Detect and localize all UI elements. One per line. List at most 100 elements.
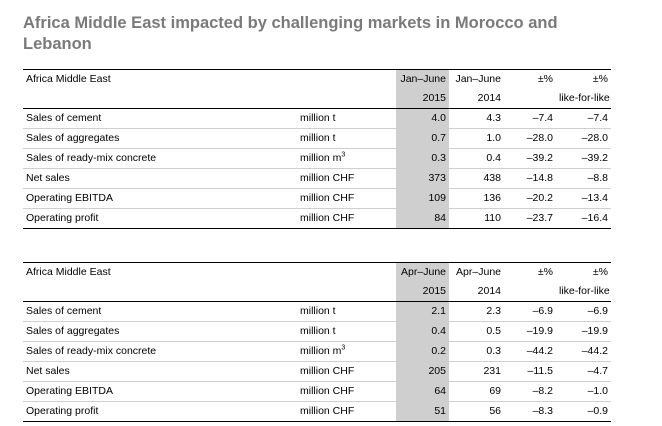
change-pct-value: –14.8	[504, 168, 556, 189]
table-header-row: Africa Middle East Apr–June Apr–June ±% …	[23, 262, 611, 282]
financial-table-quarter: Africa Middle East Apr–June Apr–June ±% …	[23, 262, 611, 422]
table-row: Sales of cement million t 2.1 2.3 –6.9 –6.9	[23, 301, 611, 322]
change-pct-subheader	[504, 282, 556, 302]
current-year-header: 2015	[396, 282, 449, 302]
change-pct-value: –8.3	[504, 401, 556, 422]
change-pct-header: ±%	[504, 69, 556, 89]
current-period-header: Apr–June	[396, 262, 449, 282]
change-pct-value: –7.4	[504, 108, 556, 129]
prior-value: 0.3	[449, 341, 504, 362]
unit-text: million m	[300, 345, 342, 357]
row-label: Operating profit	[23, 208, 297, 229]
lfl-change-value: –7.4	[556, 108, 611, 129]
prior-value: 69	[449, 381, 504, 402]
prior-value: 56	[449, 401, 504, 422]
lfl-subheader: like-for-like	[556, 282, 611, 302]
row-label: Net sales	[23, 361, 297, 382]
row-unit: million CHF	[297, 188, 396, 209]
lfl-change-value: –8.8	[556, 168, 611, 189]
prior-period-header: Apr–June	[449, 262, 504, 282]
prior-value: 438	[449, 168, 504, 189]
prior-value: 0.5	[449, 321, 504, 342]
current-value: 0.4	[396, 321, 449, 342]
table-row: Operating profit million CHF 84 110 –23.7 –16…	[23, 208, 611, 229]
row-unit: million m3	[297, 341, 396, 362]
row-label: Sales of ready-mix concrete	[23, 341, 297, 362]
row-unit: million t	[297, 108, 396, 129]
table-row: Operating EBITDA million CHF 109 136 –20.2 –1…	[23, 188, 611, 209]
row-label: Sales of aggregates	[23, 321, 297, 342]
row-unit: million m3	[297, 148, 396, 169]
table-row: Net sales million CHF 205 231 –11.5 –4.7	[23, 361, 611, 382]
lfl-change-header: ±%	[556, 262, 611, 282]
change-pct-value: –19.9	[504, 321, 556, 342]
unit-text: million m	[300, 152, 342, 164]
row-unit: million CHF	[297, 208, 396, 229]
prior-value: 4.3	[449, 108, 504, 129]
change-pct-value: –44.2	[504, 341, 556, 362]
row-unit: million t	[297, 321, 396, 342]
lfl-change-value: –16.4	[556, 208, 611, 229]
change-pct-header: ±%	[504, 262, 556, 282]
current-value: 109	[396, 188, 449, 209]
unit-superscript: 3	[341, 344, 346, 352]
lfl-subheader: like-for-like	[556, 89, 611, 109]
current-value: 205	[396, 361, 449, 382]
table-row: Operating profit million CHF 51 56 –8.3 –0.9	[23, 401, 611, 422]
table-row: Sales of aggregates million t 0.7 1.0 –28.0–…	[23, 128, 611, 149]
prior-value: 0.4	[449, 148, 504, 169]
current-year-header: 2015	[396, 89, 449, 109]
lfl-change-value: –6.9	[556, 301, 611, 322]
current-period-header: Jan–June	[396, 69, 449, 89]
change-pct-value: –6.9	[504, 301, 556, 322]
change-pct-value: –23.7	[504, 208, 556, 229]
table-header-row: 2015 2014 like-for-like	[23, 89, 611, 109]
row-label: Sales of cement	[23, 301, 297, 322]
unit-header	[297, 262, 396, 282]
lfl-change-header: ±%	[556, 69, 611, 89]
table-row: Sales of cement million t 4.0 4.3 –7.4 –7.4	[23, 108, 611, 129]
lfl-change-value: –44.2	[556, 341, 611, 362]
prior-value: 1.0	[449, 128, 504, 149]
row-label: Sales of ready-mix concrete	[23, 148, 297, 169]
empty-cell	[23, 282, 297, 302]
prior-value: 110	[449, 208, 504, 229]
lfl-change-value: –39.2	[556, 148, 611, 169]
change-pct-value: –11.5	[504, 361, 556, 382]
current-value: 2.1	[396, 301, 449, 322]
unit-header	[297, 69, 396, 89]
change-pct-value: –8.2	[504, 381, 556, 402]
row-unit: million CHF	[297, 381, 396, 402]
current-value: 4.0	[396, 108, 449, 129]
row-unit: million t	[297, 301, 396, 322]
row-label: Operating EBITDA	[23, 188, 297, 209]
table-row: Net sales million CHF 373 438 –14.8 –8.8	[23, 168, 611, 189]
row-label: Sales of aggregates	[23, 128, 297, 149]
table-row: Operating EBITDA million CHF 64 69 –8.2 –1.0	[23, 381, 611, 402]
current-value: 0.7	[396, 128, 449, 149]
lfl-change-value: –28.0	[556, 128, 611, 149]
row-unit: million t	[297, 128, 396, 149]
lfl-change-value: –19.9	[556, 321, 611, 342]
table-row: Sales of ready-mix concrete million m3 0.2…	[23, 341, 611, 362]
region-header: Africa Middle East	[23, 69, 297, 89]
table-header-row: 2015 2014 like-for-like	[23, 282, 611, 302]
prior-value: 136	[449, 188, 504, 209]
table-row: Sales of ready-mix concrete million m3 0.3…	[23, 148, 611, 169]
change-pct-value: –28.0	[504, 128, 556, 149]
lfl-change-value: –1.0	[556, 381, 611, 402]
row-unit: million CHF	[297, 401, 396, 422]
table-row: Sales of aggregates million t 0.4 0.5 –19.9–…	[23, 321, 611, 342]
page-title: Africa Middle East impacted by challengi…	[23, 14, 558, 53]
current-value: 64	[396, 381, 449, 402]
row-label: Net sales	[23, 168, 297, 189]
prior-year-header: 2014	[449, 282, 504, 302]
prior-value: 231	[449, 361, 504, 382]
unit-superscript: 3	[341, 151, 346, 159]
prior-period-header: Jan–June	[449, 69, 504, 89]
current-value: 373	[396, 168, 449, 189]
lfl-change-value: –4.7	[556, 361, 611, 382]
current-value: 0.3	[396, 148, 449, 169]
lfl-change-value: –13.4	[556, 188, 611, 209]
change-pct-subheader	[504, 89, 556, 109]
